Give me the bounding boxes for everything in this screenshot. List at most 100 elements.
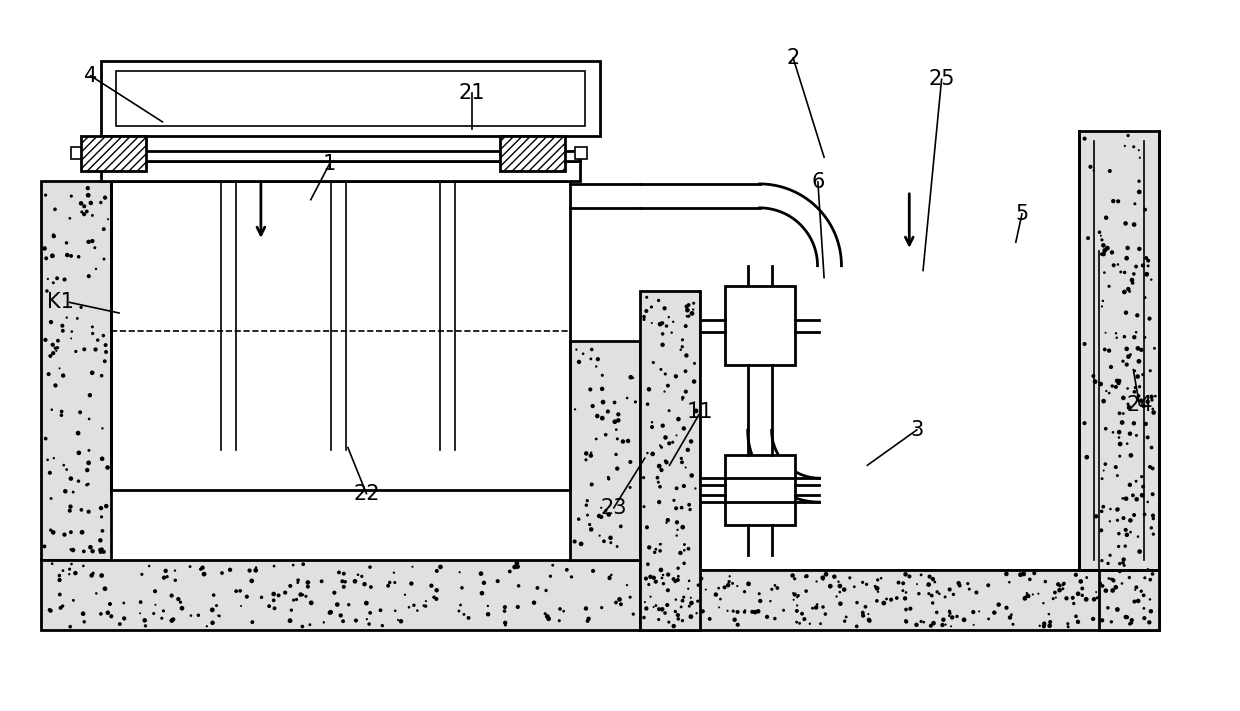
Point (296, 591, 316, 602)
Point (252, 592, 272, 603)
Point (1101, 574, 1121, 585)
Point (673, 392, 693, 403)
Point (666, 503, 686, 514)
Point (87, 588, 107, 599)
Point (652, 604, 672, 616)
Point (78, 190, 98, 201)
Point (1145, 343, 1164, 354)
Point (525, 597, 544, 609)
Point (723, 606, 743, 617)
Point (100, 599, 120, 610)
Point (329, 567, 348, 578)
Point (60, 569, 79, 580)
Point (46, 345, 66, 356)
Point (621, 372, 641, 383)
Point (208, 610, 228, 621)
Point (748, 606, 768, 617)
Point (1054, 578, 1074, 589)
Point (94, 223, 114, 235)
Point (82, 570, 102, 581)
Point (74, 546, 94, 557)
Text: 22: 22 (353, 483, 379, 503)
Point (668, 571, 688, 582)
Point (650, 496, 670, 508)
Point (239, 565, 259, 576)
Point (414, 600, 434, 611)
Text: 1: 1 (322, 154, 336, 174)
Point (1090, 227, 1110, 238)
Point (61, 501, 81, 513)
Point (572, 538, 591, 550)
Point (42, 404, 62, 415)
Point (83, 545, 103, 557)
Bar (640, 291, 699, 630)
Point (301, 597, 321, 609)
Point (95, 192, 115, 203)
Point (988, 599, 1008, 610)
Point (37, 454, 57, 466)
Point (226, 585, 246, 597)
Point (91, 608, 110, 619)
Point (897, 604, 916, 615)
Text: 3: 3 (910, 420, 924, 440)
Point (334, 581, 353, 592)
Point (859, 614, 879, 626)
Point (650, 461, 670, 472)
Point (978, 613, 998, 624)
Point (81, 197, 100, 208)
Point (687, 607, 707, 619)
Point (588, 410, 608, 422)
Point (78, 236, 98, 247)
Point (1116, 611, 1136, 623)
Point (613, 436, 632, 447)
Point (508, 580, 528, 592)
Point (577, 603, 596, 614)
Point (1021, 574, 1040, 585)
Point (606, 424, 626, 435)
Point (145, 586, 165, 597)
Point (404, 599, 424, 611)
Point (1120, 479, 1140, 491)
Point (63, 486, 83, 498)
Point (1076, 451, 1096, 463)
Point (578, 495, 598, 506)
Point (583, 565, 603, 577)
Point (355, 579, 374, 590)
Point (999, 611, 1019, 623)
Point (424, 592, 444, 603)
Point (831, 598, 851, 609)
Point (847, 597, 867, 609)
Text: 4: 4 (84, 65, 97, 86)
Point (41, 316, 61, 328)
Point (361, 582, 381, 593)
Point (346, 615, 366, 626)
Point (55, 529, 74, 540)
Point (1053, 579, 1073, 590)
Point (652, 420, 672, 432)
Point (345, 576, 365, 587)
Point (600, 572, 620, 584)
Point (1141, 365, 1161, 376)
Point (618, 435, 637, 447)
Point (947, 611, 967, 622)
Point (57, 237, 77, 249)
Point (1114, 356, 1133, 367)
Point (356, 597, 376, 609)
Point (1128, 595, 1148, 606)
Point (677, 350, 697, 361)
Point (1095, 344, 1115, 356)
Point (1130, 152, 1149, 164)
Point (48, 335, 68, 346)
Point (36, 252, 56, 264)
Point (749, 588, 769, 599)
Point (928, 586, 947, 597)
Point (711, 594, 730, 605)
Point (53, 459, 73, 471)
Point (877, 593, 897, 604)
Point (477, 600, 497, 611)
Point (671, 547, 691, 559)
Point (1115, 540, 1135, 552)
Point (940, 584, 960, 595)
Point (1096, 423, 1116, 434)
Point (650, 440, 670, 451)
